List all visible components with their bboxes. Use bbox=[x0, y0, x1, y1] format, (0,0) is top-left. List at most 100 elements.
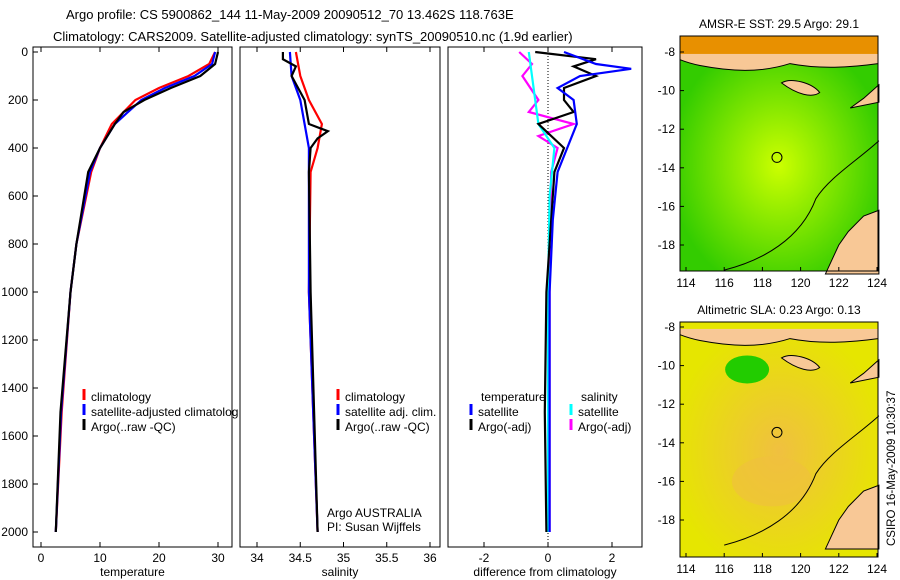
salinity-axes-frame bbox=[239, 46, 441, 548]
panel-temperature: 0 10 20 30 temperature 0 200 400 600 800 1000 1200 1… bbox=[1, 45, 238, 579]
annotation-text: Argo AUSTRALIA bbox=[327, 506, 422, 520]
x-tick-label: 0 bbox=[38, 551, 45, 565]
x-tick-label: 30 bbox=[211, 551, 225, 565]
x-tick-label: 34.5 bbox=[289, 551, 313, 565]
panel-sst-map: AMSR-E SST: 29.5 Argo: 29.1 114 116 118 120 1… bbox=[658, 17, 888, 290]
y-tick-label: 1200 bbox=[1, 333, 28, 347]
land-australia bbox=[824, 209, 880, 275]
legend-label: satellite bbox=[578, 405, 619, 419]
northern-sea-strip bbox=[680, 322, 878, 329]
y-tick-label: -18 bbox=[658, 238, 676, 252]
series-line-temperature-argo-adj- bbox=[535, 50, 599, 533]
x-tick-label: -2 bbox=[479, 551, 490, 565]
x-tick-label: 116 bbox=[715, 562, 734, 576]
northern-sea-strip bbox=[680, 36, 878, 54]
x-tick-label: 118 bbox=[753, 276, 772, 290]
argo-float-location-marker bbox=[771, 151, 783, 163]
side-timestamp-label: CSIRO 16-May-2009 10:30:37 bbox=[886, 391, 898, 546]
y-tick-label: -10 bbox=[658, 84, 676, 98]
land-timor bbox=[849, 83, 880, 109]
y-tick-label: 200 bbox=[8, 93, 28, 107]
y-tick-label: -14 bbox=[658, 161, 676, 175]
y-tick-label: -16 bbox=[658, 199, 676, 213]
y-tick-label: -18 bbox=[658, 513, 676, 527]
sst-map-frame bbox=[679, 35, 879, 272]
x-tick-label: 34 bbox=[250, 551, 264, 565]
series-line-satellite-adjusted-climatology bbox=[54, 51, 217, 533]
temperature-x-axis-label: temperature bbox=[100, 565, 165, 579]
y-tick-label: 800 bbox=[8, 237, 28, 251]
difference-x-axis-label: difference from climatology bbox=[473, 565, 616, 579]
x-tick-label: 35 bbox=[337, 551, 351, 565]
y-tick-label: -16 bbox=[658, 474, 676, 488]
y-tick-label: 2000 bbox=[1, 525, 28, 539]
panel-sla-map: Altimetric SLA: 0.23 Argo: 0.13 114 116 118… bbox=[658, 303, 888, 576]
x-tick-label: 36 bbox=[423, 551, 437, 565]
y-tick-label: 1000 bbox=[1, 285, 28, 299]
x-tick-label: 0 bbox=[545, 551, 552, 565]
difference-axes-frame bbox=[447, 46, 643, 548]
y-tick-label: 1800 bbox=[1, 477, 28, 491]
series-line-argo-raw-qc- bbox=[54, 51, 220, 533]
temperature-axes-frame bbox=[32, 46, 233, 548]
x-tick-label: 122 bbox=[829, 562, 849, 576]
y-tick-label: -14 bbox=[658, 436, 676, 450]
x-tick-label: 122 bbox=[829, 276, 849, 290]
low-sla-patch bbox=[725, 355, 770, 384]
sla-map-title: Altimetric SLA: 0.23 Argo: 0.13 bbox=[697, 303, 861, 317]
salinity-x-axis-label: salinity bbox=[322, 565, 359, 579]
land-sumba-island bbox=[780, 355, 821, 371]
land-australia bbox=[824, 484, 880, 550]
legend-header-temperature: temperature bbox=[481, 390, 546, 404]
series-line-temperature-satellite bbox=[548, 50, 632, 532]
bathymetry-contour bbox=[724, 415, 880, 546]
sst-map-field bbox=[680, 36, 878, 271]
legend-label: climatology bbox=[345, 390, 405, 404]
x-tick-label: 114 bbox=[676, 276, 695, 290]
x-tick-label: 120 bbox=[791, 562, 811, 576]
series-line-satellite-adj-clim- bbox=[288, 51, 319, 533]
x-tick-label: 2 bbox=[609, 551, 616, 565]
legend-header-salinity: salinity bbox=[581, 390, 618, 404]
legend-label: satellite-adjusted climatolog bbox=[91, 405, 238, 419]
legend-label: Argo(-adj) bbox=[478, 420, 531, 434]
sst-map-title: AMSR-E SST: 29.5 Argo: 29.1 bbox=[699, 17, 859, 31]
x-tick-label: 120 bbox=[791, 276, 811, 290]
sla-map-frame bbox=[679, 321, 879, 558]
high-sla-patch bbox=[731, 456, 812, 507]
annotation-text: PI: Susan Wijffels bbox=[327, 520, 421, 534]
x-tick-label: 10 bbox=[93, 551, 107, 565]
argo-float-location-marker bbox=[771, 426, 783, 438]
x-tick-label: 35.5 bbox=[375, 551, 399, 565]
y-tick-label: -8 bbox=[664, 45, 675, 59]
legend-label: climatology bbox=[91, 390, 151, 404]
land-sumba-island bbox=[780, 80, 821, 96]
y-tick-label: 1400 bbox=[1, 381, 28, 395]
x-tick-label: 20 bbox=[152, 551, 166, 565]
x-tick-label: 124 bbox=[867, 276, 887, 290]
legend-label: Argo(..raw -QC) bbox=[91, 420, 176, 434]
legend-label: Argo(..raw -QC) bbox=[345, 420, 430, 434]
y-tick-label: -10 bbox=[658, 359, 676, 373]
legend-label: Argo(-adj) bbox=[578, 420, 631, 434]
header-line-1: Argo profile: CS 5900862_144 11-May-2009… bbox=[66, 7, 514, 22]
x-tick-label: 124 bbox=[867, 562, 887, 576]
y-tick-label: 600 bbox=[8, 189, 28, 203]
y-tick-label: 1600 bbox=[1, 429, 28, 443]
y-tick-label: 0 bbox=[21, 45, 28, 59]
x-tick-label: 116 bbox=[715, 276, 734, 290]
land-timor bbox=[849, 358, 880, 384]
y-tick-label: -12 bbox=[658, 122, 676, 136]
x-tick-label: 114 bbox=[676, 562, 695, 576]
series-line-climatology bbox=[54, 51, 217, 533]
panel-salinity: 34 34.5 35 35.5 36 salinity climatologysatelli… bbox=[239, 46, 441, 579]
series-line-argo-raw-qc- bbox=[281, 52, 331, 533]
header-line-2: Climatology: CARS2009. Satellite-adjuste… bbox=[53, 29, 573, 44]
x-tick-label: 118 bbox=[753, 562, 772, 576]
legend-label: satellite adj. clim. bbox=[345, 405, 436, 419]
legend-label: satellite bbox=[478, 405, 519, 419]
y-tick-label: -12 bbox=[658, 397, 676, 411]
